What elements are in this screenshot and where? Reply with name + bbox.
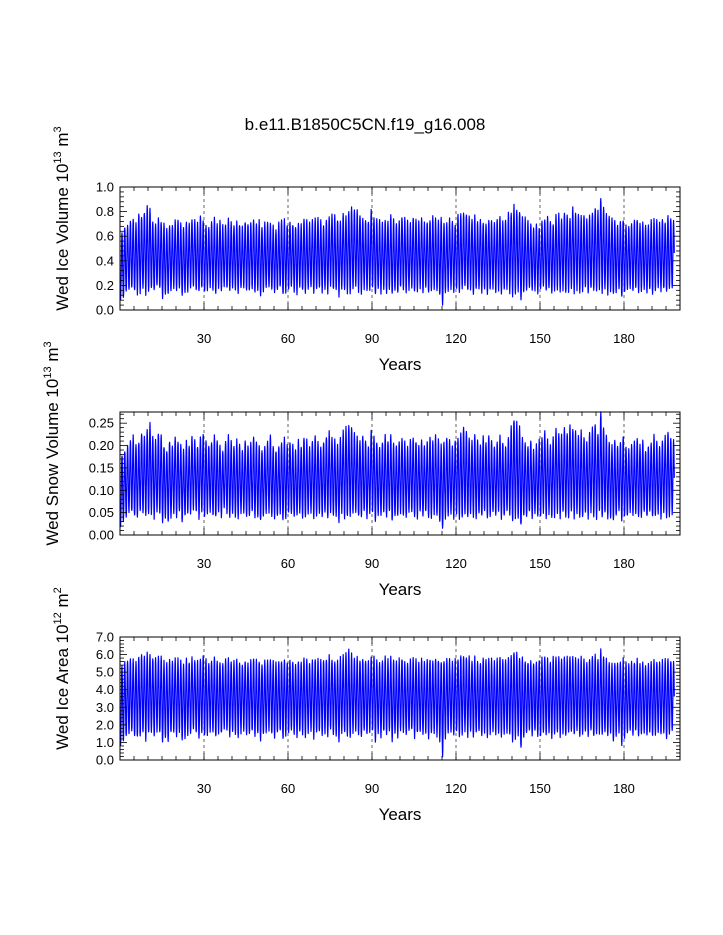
y-tick-label: 0.25	[89, 416, 114, 431]
y-tick-label: 0.8	[96, 204, 114, 219]
panel-ice-volume: 30 60 90 120 150 180 0.0 0.2 0.4 0.6 0.8 1.0 Years We…	[52, 126, 681, 374]
panel-snow-volume: 30 60 90 120 150 180 0.00 0.05 0.10 0.15 0.20 0.25 Y…	[42, 341, 681, 599]
y-tick-label: 1.0	[96, 180, 114, 195]
y-tick-label: 0.6	[96, 229, 114, 244]
y-tick-label: 0.0	[96, 303, 114, 318]
x-tick-label: 60	[281, 781, 295, 796]
figure-title: b.e11.B1850C5CN.f19_g16.008	[245, 115, 486, 134]
series-line-ice-volume	[119, 197, 675, 306]
x-tick-label: 90	[365, 556, 379, 571]
x-axis-label: Years	[379, 805, 422, 824]
x-tick-label: 150	[529, 556, 551, 571]
y-tick-label: 0.00	[89, 528, 114, 543]
x-axis-label: Years	[379, 355, 422, 374]
y-tick-label: 0.10	[89, 483, 114, 498]
y-tick-label: 2.0	[96, 717, 114, 732]
series-line-ice-area	[119, 648, 675, 758]
x-tick-label: 150	[529, 331, 551, 346]
x-axis-label: Years	[379, 580, 422, 599]
y-tick-label: 4.0	[96, 682, 114, 697]
x-tick-label: 90	[365, 781, 379, 796]
y-tick-label: 6.0	[96, 647, 114, 662]
x-tick-label: 180	[613, 556, 635, 571]
x-tick-label: 30	[197, 781, 211, 796]
x-tick-label: 30	[197, 556, 211, 571]
y-tick-label: 0.0	[96, 753, 114, 768]
y-axis-label: Wed Snow Volume 1013 m3	[42, 341, 62, 545]
series-line-snow-volume	[119, 411, 675, 529]
y-tick-label: 3.0	[96, 700, 114, 715]
y-tick-label: 5.0	[96, 665, 114, 680]
x-tick-label: 180	[613, 781, 635, 796]
y-axis-label: Wed Ice Area 1012 m2	[52, 587, 72, 750]
y-tick-label: 0.05	[89, 505, 114, 520]
x-tick-label: 120	[445, 331, 467, 346]
x-tick-label: 180	[613, 331, 635, 346]
x-tick-label: 60	[281, 331, 295, 346]
y-tick-label: 0.4	[96, 253, 114, 268]
x-tick-label: 30	[197, 331, 211, 346]
y-tick-label: 1.0	[96, 735, 114, 750]
y-tick-label: 0.2	[96, 278, 114, 293]
y-tick-label: 0.15	[89, 460, 114, 475]
x-tick-label: 120	[445, 781, 467, 796]
x-tick-label: 150	[529, 781, 551, 796]
x-tick-label: 90	[365, 331, 379, 346]
x-tick-label: 120	[445, 556, 467, 571]
y-tick-label: 7.0	[96, 630, 114, 645]
x-tick-label: 60	[281, 556, 295, 571]
y-tick-label: 0.20	[89, 438, 114, 453]
panel-ice-area: 30 60 90 120 150 180 0.0 1.0 2.0 3.0 4.0 5.0 6.0 7.0 Y…	[52, 587, 681, 824]
y-axis-label: Wed Ice Volume 1013 m3	[52, 126, 72, 310]
